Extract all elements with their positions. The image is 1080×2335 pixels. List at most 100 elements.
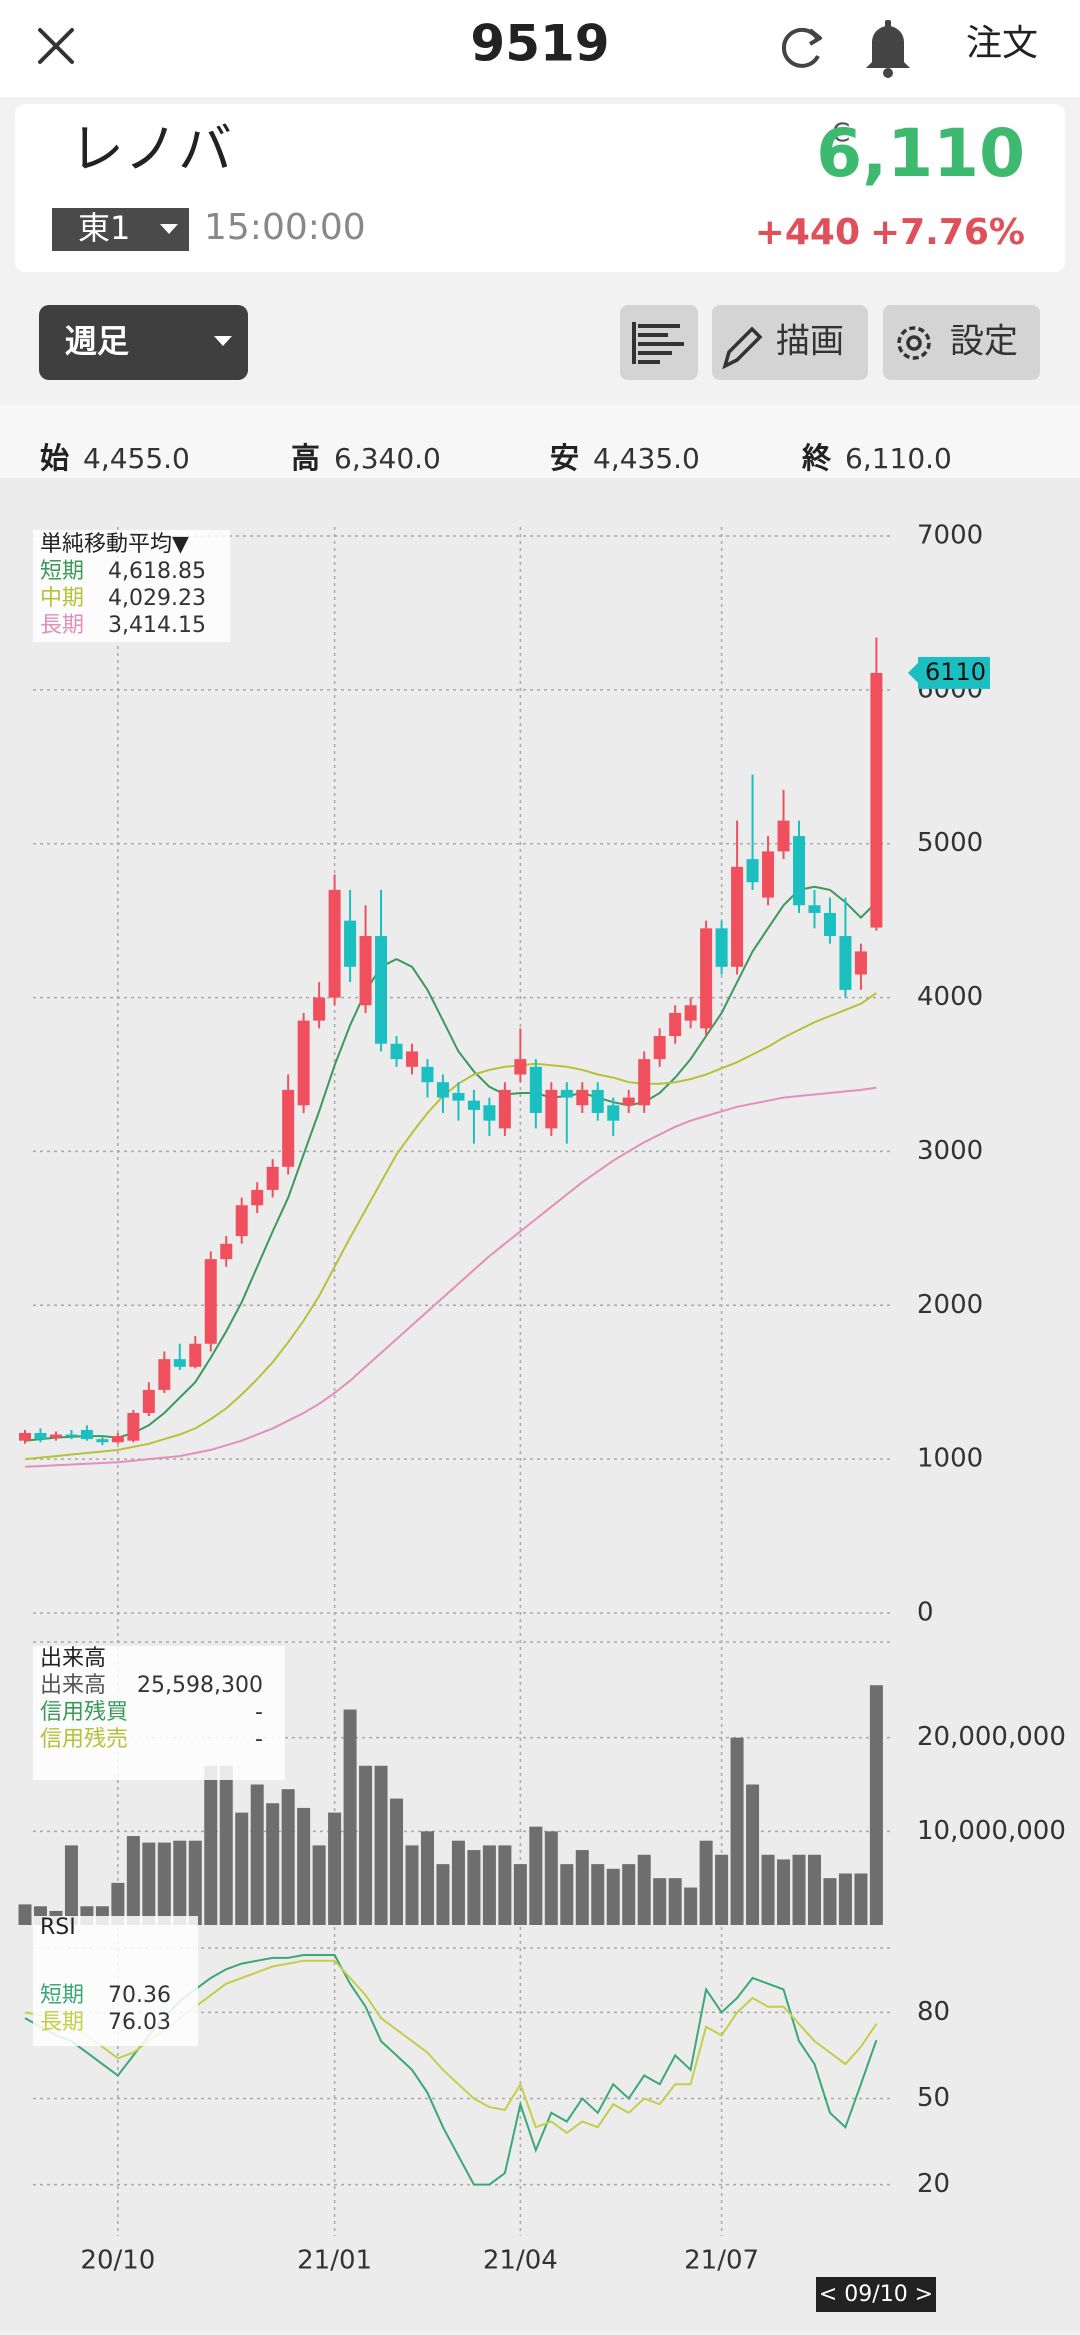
legend-value: 4,618.85	[108, 559, 206, 584]
candle-body	[390, 1043, 403, 1060]
volume-bar	[637, 1854, 651, 1925]
settings-icon	[897, 326, 931, 360]
volume-bar	[281, 1789, 295, 1925]
candle-body	[111, 1436, 124, 1443]
price-flag: C	[832, 119, 850, 149]
candle-body	[793, 836, 805, 906]
volume-bar	[390, 1798, 404, 1925]
volume-bar	[715, 1854, 729, 1925]
volume-bar	[482, 1845, 496, 1925]
volume-bar	[761, 1854, 775, 1925]
volume-bar	[668, 1878, 682, 1925]
candle-body	[591, 1089, 604, 1113]
volume-bar	[591, 1864, 605, 1925]
y-tick-label: 4000	[917, 982, 983, 1012]
volume-bar	[544, 1831, 558, 1925]
volume-bar	[266, 1803, 280, 1925]
market-arrow	[160, 224, 178, 234]
period-selector[interactable]	[39, 305, 248, 380]
draw-icon	[722, 326, 763, 370]
alert-button[interactable]	[866, 20, 910, 78]
volume-bar	[204, 1765, 218, 1925]
volume-bar	[730, 1737, 744, 1925]
candle-body	[854, 951, 867, 975]
candle-body	[49, 1434, 62, 1438]
quote-time: 15:00:00	[204, 207, 366, 248]
candle-body	[65, 1434, 78, 1437]
moving-average-line	[24, 1086, 877, 1468]
legend-title: RSI	[40, 1915, 76, 1940]
candle-body	[359, 936, 372, 1006]
candle-body	[622, 1097, 635, 1106]
indicator-icon	[632, 322, 684, 364]
volume-bar	[343, 1709, 357, 1925]
ohlc-label: 終	[802, 441, 832, 475]
volume-bar	[297, 1807, 311, 1925]
draw-button[interactable]	[712, 305, 868, 380]
candle-body	[498, 1089, 511, 1129]
volume-bar	[684, 1887, 698, 1925]
settings-label: 設定	[950, 322, 1018, 362]
candle-body	[576, 1089, 589, 1106]
price-change: +440	[755, 212, 860, 253]
y-tick-label: 10,000,000	[917, 1816, 1066, 1846]
legend-name: 信用残買	[40, 1700, 128, 1725]
moving-average-line	[24, 885, 878, 1442]
close-button[interactable]	[38, 28, 74, 64]
legend-value: 4,029.23	[108, 586, 206, 611]
candle-body	[483, 1105, 496, 1121]
volume-bar	[359, 1765, 373, 1925]
ohlc-value: 4,455.0	[83, 442, 190, 475]
volume-bar	[173, 1840, 187, 1925]
volume-bar	[807, 1854, 821, 1925]
chart-area	[0, 478, 1080, 2331]
stock-name: レノバ	[70, 118, 232, 181]
last-price-tag-label: 6110	[925, 658, 986, 686]
y-tick-label: 50	[917, 2083, 950, 2113]
volume-bar	[64, 1845, 78, 1925]
candle-body	[344, 920, 357, 967]
x-tick-label: 21/04	[483, 2246, 558, 2276]
volume-bar	[622, 1864, 636, 1925]
refresh-button[interactable]	[781, 27, 822, 68]
volume-bar	[142, 1842, 156, 1925]
candle-body	[870, 672, 883, 928]
ohlc-value: 6,340.0	[334, 442, 441, 475]
volume-bar	[111, 1882, 125, 1925]
volume-bar	[235, 1812, 249, 1925]
candle-body	[282, 1089, 295, 1167]
volume-bar	[792, 1854, 806, 1925]
page-title: 9519	[470, 15, 609, 73]
y-tick-label: 20,000,000	[917, 1722, 1066, 1752]
volume-bar	[374, 1765, 388, 1925]
candle-body	[34, 1432, 47, 1440]
volume-bar	[498, 1845, 512, 1925]
volume-bar	[869, 1685, 883, 1925]
ohlc-label: 始	[40, 441, 69, 475]
order-button[interactable]: 注文	[966, 23, 1038, 64]
candle-body	[19, 1432, 31, 1441]
ohlc-value: 6,110.0	[845, 442, 952, 475]
candle-body	[96, 1439, 109, 1443]
volume-bar	[606, 1868, 620, 1925]
candle-body	[452, 1092, 465, 1101]
candle-body	[653, 1036, 666, 1060]
legend-title: 単純移動平均▼	[40, 532, 189, 557]
volume-bar	[312, 1845, 326, 1925]
y-tick-label: 7000	[917, 521, 983, 551]
candle-body	[638, 1059, 651, 1106]
legend-title: 出来高	[40, 1646, 106, 1671]
settings-button[interactable]	[883, 305, 1040, 380]
candle-body	[173, 1359, 186, 1367]
volume-bar	[157, 1842, 171, 1925]
legend-name: 短期	[40, 1983, 84, 2008]
quote-card	[15, 104, 1065, 272]
candle-body	[560, 1089, 573, 1098]
candle-body	[514, 1059, 527, 1075]
ohlc-label: 高	[291, 441, 320, 475]
candle-body	[762, 851, 775, 898]
ohlc-value: 4,435.0	[593, 442, 700, 475]
candle-body	[529, 1066, 542, 1113]
